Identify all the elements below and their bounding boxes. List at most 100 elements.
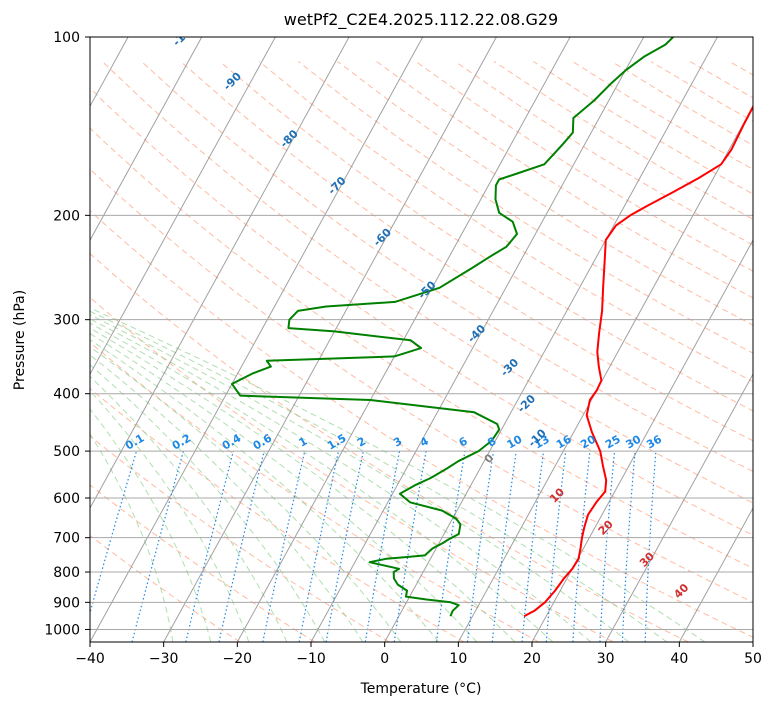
- moist-adiabat: [90, 322, 554, 642]
- moist-adiabat: [90, 339, 440, 642]
- pressure-gridlines: [90, 37, 753, 630]
- dry-adiabat: [90, 168, 753, 603]
- dry-adiabat: [650, 61, 753, 122]
- mixing-ratio-label: 36: [644, 432, 664, 451]
- mixing-ratio-line: [521, 451, 545, 642]
- background-lines: [90, 37, 775, 643]
- isotherm: [90, 37, 350, 510]
- x-tick-label: 20: [523, 651, 541, 667]
- wet-bulb-label: -90: [221, 70, 244, 93]
- dry-adiabat: [337, 61, 753, 326]
- moist-adiabat: [90, 318, 592, 642]
- x-tick-label: −10: [296, 651, 326, 667]
- dry-adiabat: [769, 62, 775, 643]
- mixing-ratio-line: [644, 451, 657, 642]
- x-tick-label: −40: [75, 651, 105, 667]
- dry-adiabat: [90, 210, 753, 638]
- x-tick-label: 30: [597, 651, 615, 667]
- isotherm: [678, 507, 753, 642]
- dry-adiabat-label: 40: [671, 581, 691, 601]
- mixing-ratio-line: [393, 450, 427, 642]
- moist-adiabat: [90, 375, 288, 642]
- isotherm: [310, 37, 645, 642]
- isotherm: [384, 37, 718, 642]
- mixing-ratio-label: 1.5: [325, 432, 348, 453]
- moist-adiabat: [90, 346, 402, 642]
- wet-bulb-label: -100: [170, 20, 199, 49]
- dry-adiabat: [90, 341, 540, 642]
- moist-adiabat: [90, 433, 174, 642]
- mixing-ratio-label: 25: [603, 433, 623, 452]
- dry-adiabat: [141, 61, 753, 473]
- isotherm: [531, 239, 753, 642]
- mixing-ratio-line: [621, 451, 636, 642]
- x-tick-label: 0: [380, 651, 389, 667]
- moist-adiabat: [90, 354, 364, 642]
- x-tick-label: −30: [149, 651, 179, 667]
- y-tick-label: 200: [53, 208, 80, 224]
- dry-adiabat: [572, 61, 753, 170]
- x-tick-label: −20: [223, 651, 253, 667]
- dry-adiabat: [90, 387, 465, 642]
- dry-adiabat: [90, 435, 390, 642]
- chart-title: wetPf2_C2E4.2025.112.22.08.G29: [284, 10, 558, 30]
- moist-adiabat: [90, 327, 516, 642]
- mixing-ratio-label: 16: [554, 432, 574, 451]
- x-axis-label: Temperature (°C): [360, 681, 482, 697]
- moist-adiabat: [90, 314, 630, 642]
- y-tick-label: 300: [53, 313, 80, 329]
- isotherm: [90, 37, 276, 376]
- mixing-ratio-line: [435, 450, 466, 642]
- mixing-ratio-line: [131, 450, 184, 642]
- mixing-ratio-label: 0.6: [251, 431, 275, 452]
- dry-adiabat-label: 10: [547, 485, 567, 505]
- moist-adiabat: [90, 307, 706, 642]
- dry-adiabat: [90, 127, 753, 569]
- mixing-ratio-label: 10: [505, 432, 525, 451]
- mixing-ratio-label: 6: [457, 434, 470, 449]
- mixing-ratio-line: [364, 450, 401, 642]
- mixing-ratio-label: 30: [624, 432, 644, 451]
- isotherm: [90, 37, 424, 642]
- mixing-ratio-line: [466, 451, 495, 642]
- mixing-ratio-line: [90, 450, 138, 615]
- moist-adiabat: [90, 310, 668, 642]
- isotherm: [605, 373, 753, 642]
- moist-adiabat: [90, 408, 212, 642]
- temperature-profile-line: [523, 104, 753, 618]
- isotherm: [163, 37, 497, 642]
- plot-frame: [89, 36, 754, 643]
- y-tick-label: 100: [53, 30, 80, 46]
- dry-adiabat: [219, 61, 753, 412]
- mixing-ratio-label: 0.1: [123, 432, 146, 453]
- y-tick-label: 700: [53, 531, 80, 547]
- wet-bulb-label: -20: [515, 392, 538, 415]
- dry-adiabat: [90, 484, 315, 642]
- dewpoint-profile-line: [231, 37, 674, 617]
- mixing-ratio-line: [545, 451, 567, 642]
- dry-adiabat: [90, 296, 614, 642]
- y-axis-label: Pressure (hPa): [12, 290, 28, 390]
- y-tick-label: 1000: [44, 622, 80, 638]
- mixing-ratio-label: 1: [296, 435, 309, 450]
- dry-adiabat: [729, 61, 753, 76]
- dry-adiabat: [101, 61, 753, 504]
- dry-adiabat: [533, 61, 753, 195]
- x-tick-label: 10: [449, 651, 467, 667]
- moist-adiabat: [90, 332, 478, 642]
- mixing-ratio-line: [572, 451, 591, 642]
- wet-bulb-label: -30: [498, 356, 521, 379]
- dry-adiabat: [297, 61, 753, 354]
- mixing-ratio-label: 8: [485, 435, 498, 450]
- mixing-ratio-label: 4: [418, 434, 431, 449]
- mixing-ratio-line: [185, 450, 234, 642]
- mixing-ratio-label: 0.2: [170, 432, 193, 453]
- dry-adiabat: [415, 61, 753, 272]
- y-tick-label: 400: [53, 387, 80, 403]
- y-tick-label: 500: [53, 444, 80, 460]
- sounding-series: [231, 37, 753, 618]
- line-labels: 0.1 0.2 0.4 0.6 1 1.5 2 3 4 6 8 10 13 16 20 25 30 36-100-…: [123, 20, 692, 601]
- x-tick-label: 40: [670, 651, 688, 667]
- mixing-ratio-label: 20: [578, 432, 598, 451]
- mixing-ratio-label: 3: [391, 435, 404, 450]
